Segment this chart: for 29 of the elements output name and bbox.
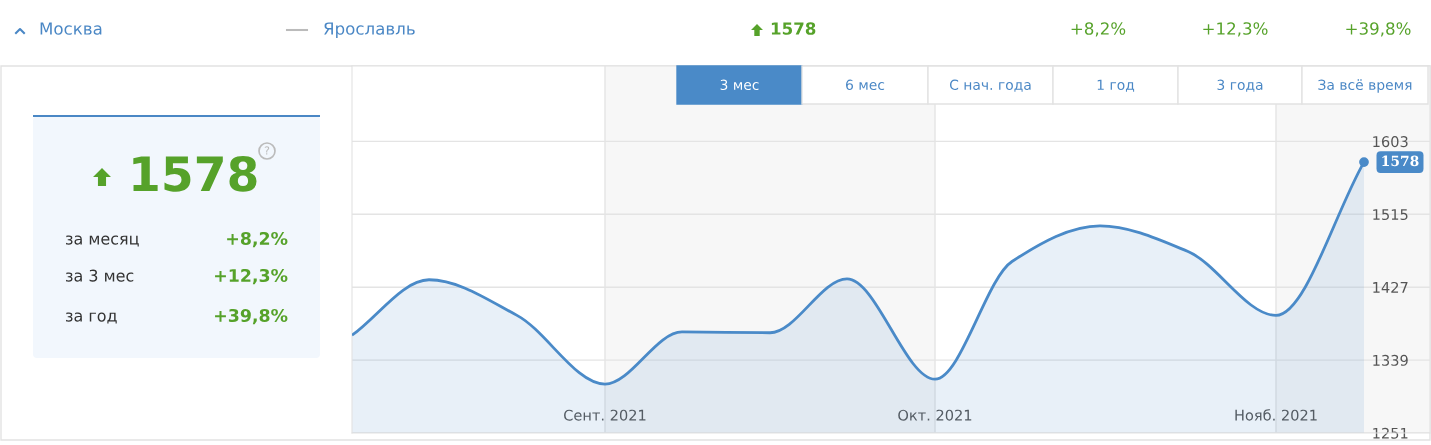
text: +12,3% [215, 268, 288, 285]
y-tick-label: 1251 [1373, 427, 1408, 439]
y-tick-label: 1339 [1373, 354, 1408, 366]
data-label: 1578 [1382, 155, 1419, 167]
text: +8,2% [1071, 22, 1126, 37]
text: +8,2% [227, 231, 288, 248]
text: ? [264, 146, 270, 155]
text: +12,3% [1203, 22, 1268, 37]
annotation: 3 года [1217, 79, 1263, 92]
text: за год [66, 312, 117, 324]
text: Москва [40, 22, 102, 35]
x-tick-label: Сент. 2021 [564, 409, 646, 421]
text: за месяц [66, 235, 139, 247]
annotation: За всё время [1318, 79, 1412, 93]
text: 1578 [771, 22, 816, 35]
y-tick-label: 1427 [1373, 281, 1408, 293]
text: +39,8% [215, 308, 288, 325]
annotation: 3 мес [720, 79, 759, 91]
y-tick-label: 1515 [1373, 209, 1408, 221]
y-tick-label: 1603 [1373, 136, 1408, 148]
x-tick-label: Нояб. 2021 [1235, 409, 1317, 421]
text: 1578 [133, 155, 257, 192]
x-tick-label: Окт. 2021 [898, 409, 972, 421]
annotation: 6 мес [846, 79, 885, 91]
text: Ярославль [324, 22, 415, 39]
annotation: 1 год [1097, 79, 1135, 92]
text: за 3 мес [66, 269, 134, 282]
text: +39,8% [1346, 22, 1411, 37]
annotation: С нач. года [949, 79, 1031, 92]
